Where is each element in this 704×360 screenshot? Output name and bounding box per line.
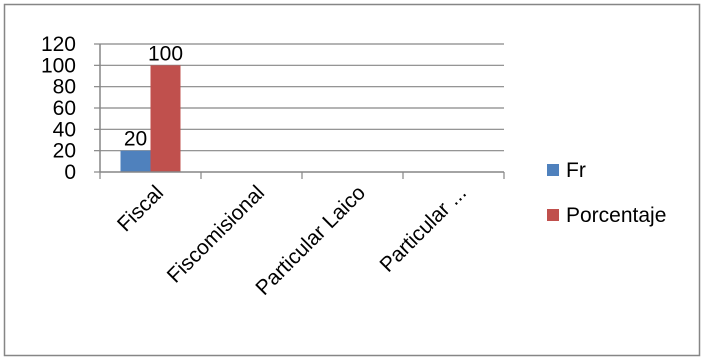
bars [120, 65, 181, 172]
chart-border [3, 3, 701, 357]
y-tick-label: 120 [41, 33, 76, 56]
legend: Fr Porcentaje [547, 159, 666, 227]
legend-swatch [547, 209, 559, 221]
y-tick-label: 40 [53, 118, 76, 141]
y-tick-label: 100 [41, 54, 76, 77]
data-label: 20 [124, 128, 147, 151]
bar-fr-fiscal [120, 150, 151, 172]
data-label: 100 [148, 42, 183, 65]
y-tick-label: 20 [53, 140, 76, 163]
legend-label: Fr [566, 159, 586, 182]
legend-swatch [547, 164, 559, 176]
data-labels: 20 100 [124, 42, 183, 150]
y-tick-label: 0 [64, 161, 76, 184]
y-tick-label: 80 [53, 76, 76, 99]
legend-label: Porcentaje [566, 204, 666, 227]
y-tick-label: 60 [53, 97, 76, 120]
axes [99, 44, 504, 173]
bar-porcentaje-fiscal [150, 65, 181, 172]
